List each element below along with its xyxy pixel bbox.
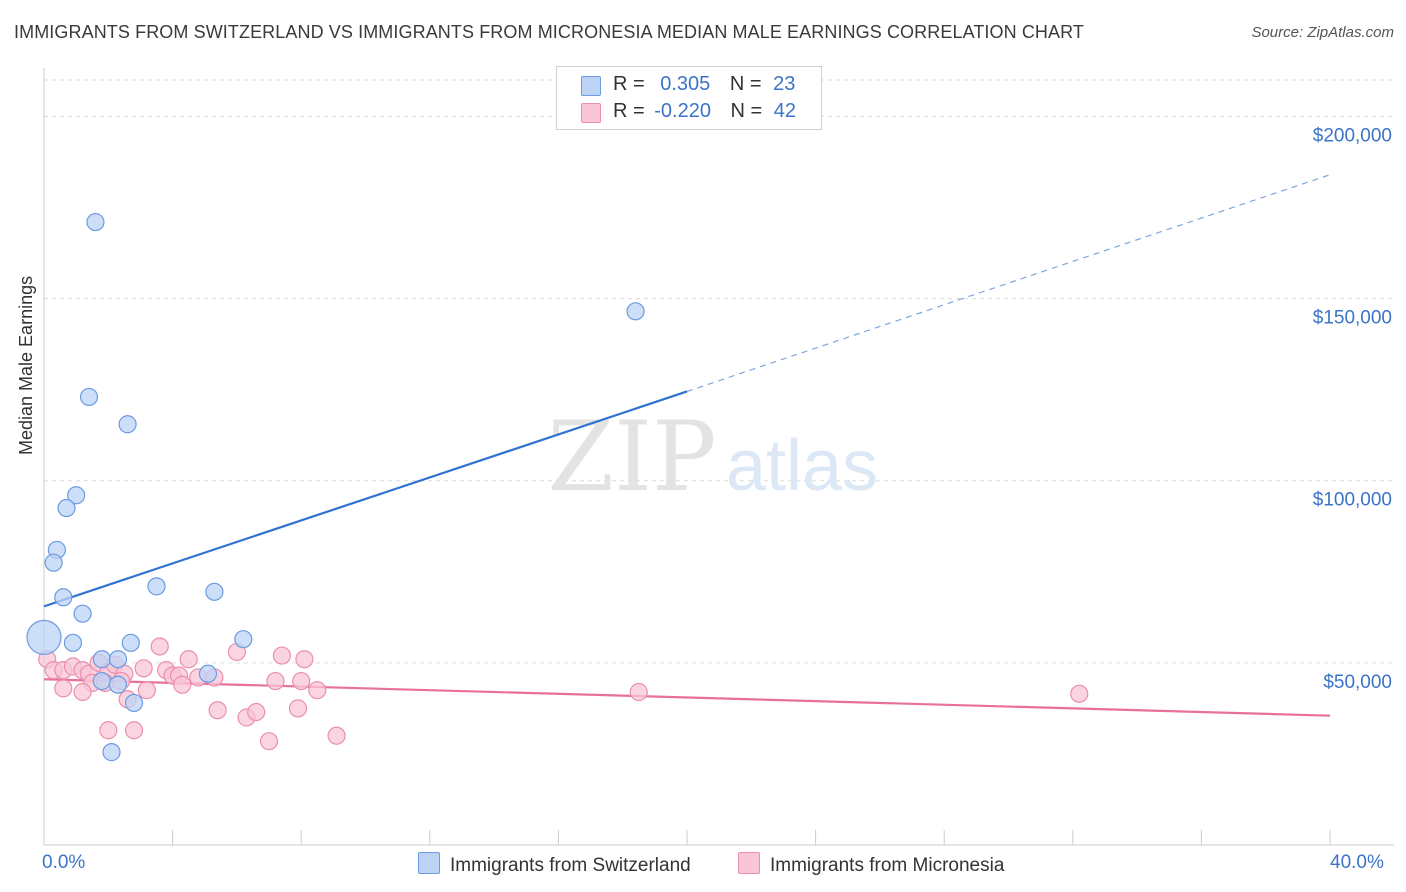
legend-r-value: 0.305 — [660, 73, 711, 95]
point-micronesia — [1070, 684, 1089, 703]
point-micronesia — [259, 732, 279, 751]
point-micronesia — [54, 679, 73, 698]
legend-swatch-blue — [581, 76, 601, 96]
point-switzerland — [73, 604, 92, 623]
point-switzerland — [124, 693, 144, 713]
point-switzerland — [44, 553, 63, 572]
point-micronesia — [208, 701, 227, 720]
point-micronesia — [179, 650, 198, 669]
y-tick-label: $50,000 — [1323, 672, 1392, 693]
point-switzerland — [86, 212, 105, 232]
point-micronesia — [629, 682, 648, 702]
point-switzerland — [57, 498, 76, 518]
correlation-legend: R = 0.305 N = 23 R = -0.220 N = 42 — [556, 66, 822, 130]
trend-line-switzerland-extension — [686, 174, 1331, 393]
x-tick-min: 0.0% — [42, 852, 86, 873]
legend-r-label: R = — [613, 73, 645, 95]
point-switzerland — [118, 415, 137, 434]
point-switzerland — [121, 633, 140, 652]
watermark-atlas: atlas — [726, 426, 878, 506]
point-switzerland — [102, 743, 121, 762]
trend-lines — [43, 174, 1331, 717]
legend-n-value: 23 — [773, 73, 796, 95]
point-micronesia — [308, 681, 327, 700]
legend-swatch-blue — [418, 852, 440, 874]
y-tick-label: $200,000 — [1313, 125, 1392, 146]
point-switzerland — [92, 671, 111, 691]
legend-n-value: 42 — [773, 100, 797, 122]
chart-title: IMMIGRANTS FROM SWITZERLAND VS IMMIGRANT… — [14, 22, 1085, 42]
point-switzerland — [108, 675, 128, 694]
y-axis-label: Median Male Earnings — [16, 275, 36, 455]
point-micronesia — [124, 721, 144, 740]
point-switzerland — [205, 582, 224, 601]
point-micronesia — [134, 659, 153, 678]
point-micronesia — [137, 681, 156, 700]
y-tick-label: $100,000 — [1313, 490, 1392, 511]
point-micronesia — [73, 682, 92, 702]
point-switzerland — [26, 619, 62, 655]
legend-r-label: R = — [613, 100, 645, 122]
y-tick-label: $150,000 — [1313, 308, 1392, 329]
legend-item-micronesia: Immigrants from Micronesia — [738, 852, 1004, 877]
point-switzerland — [92, 650, 111, 669]
point-switzerland — [626, 302, 645, 321]
grid-lines — [44, 79, 1394, 664]
legend-swatch-pink — [738, 852, 760, 874]
legend-r-value: -0.220 — [654, 100, 711, 122]
source-credit: Source: ZipAtlas.com — [1251, 24, 1394, 41]
point-micronesia — [99, 721, 118, 740]
legend-swatch-pink — [581, 103, 601, 123]
legend-n-label: N = — [730, 100, 763, 122]
point-micronesia — [266, 671, 285, 691]
legend-n-label: N = — [729, 73, 762, 95]
point-switzerland — [63, 633, 83, 652]
point-switzerland — [147, 577, 166, 596]
data-points — [26, 212, 1089, 762]
y-tick-labels: $50,000 $100,000 $150,000 $200,000 — [1313, 125, 1392, 692]
watermark-zip: ZIP — [547, 401, 716, 513]
point-micronesia — [173, 675, 192, 694]
point-micronesia — [327, 726, 346, 745]
point-switzerland — [79, 387, 99, 407]
trend-line-switzerland — [43, 390, 688, 608]
point-switzerland — [54, 588, 73, 607]
legend-label: Immigrants from Micronesia — [770, 855, 1005, 876]
legend-label: Immigrants from Switzerland — [450, 855, 691, 876]
point-switzerland — [108, 650, 128, 669]
point-micronesia — [295, 650, 314, 669]
point-micronesia — [288, 699, 308, 718]
legend-item-switzerland: Immigrants from Switzerland — [418, 852, 691, 877]
point-switzerland — [234, 630, 253, 649]
point-switzerland — [198, 664, 218, 683]
point-micronesia — [247, 702, 266, 722]
axes — [43, 68, 1394, 846]
point-micronesia — [150, 637, 169, 656]
point-micronesia — [272, 646, 292, 665]
point-micronesia — [292, 671, 311, 691]
trend-line-micronesia — [43, 678, 1331, 717]
point-switzerland — [67, 486, 86, 505]
x-tick-max: 40.0% — [1330, 852, 1384, 873]
